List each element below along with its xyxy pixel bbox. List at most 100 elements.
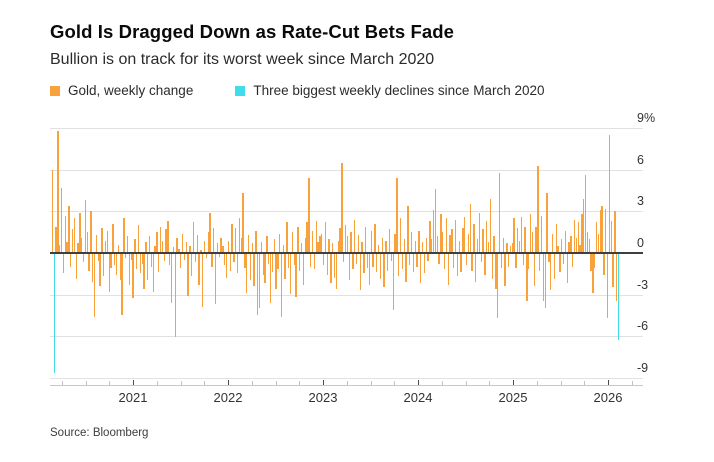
- gold-weekly-bar: [310, 253, 312, 267]
- gold-weekly-bar: [218, 253, 220, 257]
- gold-weekly-bar: [258, 253, 261, 309]
- gold-weekly-bar: [249, 253, 252, 281]
- gold-weekly-bar: [564, 230, 567, 254]
- gold-weekly-bar: [202, 253, 204, 307]
- legend: Gold, weekly change Three biggest weekly…: [50, 83, 544, 98]
- gold-weekly-bar: [498, 172, 501, 254]
- declines-series-swatch-icon: [235, 85, 246, 96]
- gold-weekly-bar: [70, 253, 72, 267]
- gold-weekly-bar: [476, 239, 479, 254]
- x-axis-minor-tick: [489, 381, 491, 385]
- x-axis-year-label: 2023: [308, 390, 338, 405]
- decline-highlight-bar: [174, 253, 176, 338]
- gold-weekly-bar: [551, 233, 554, 254]
- gold-weekly-bar: [555, 223, 557, 254]
- y-axis-label: -9: [637, 361, 649, 375]
- gold-weekly-bar: [388, 229, 391, 254]
- gold-weekly-bar: [313, 253, 316, 270]
- gridline: [50, 169, 643, 171]
- gold-weekly-bar: [335, 253, 338, 289]
- gold-weekly-bar: [562, 253, 565, 264]
- gold-weekly-bar: [152, 253, 154, 292]
- gold-weekly-bar: [293, 253, 295, 266]
- gold-weekly-bar: [125, 253, 127, 259]
- gold-weekly-bar: [500, 253, 502, 268]
- gold-weekly-bar: [616, 253, 618, 302]
- gold-weekly-bar: [205, 253, 208, 259]
- x-axis-minor-tick: [204, 381, 206, 385]
- gold-weekly-bar: [60, 187, 63, 254]
- gold-weekly-bar: [289, 253, 292, 295]
- gold-weekly-bar: [550, 253, 552, 291]
- gold-weekly-bar: [352, 253, 354, 270]
- gold-weekly-bar: [156, 232, 158, 254]
- x-axis-year-label: 2021: [118, 390, 148, 405]
- gold-weekly-bar: [236, 253, 239, 274]
- gold-weekly-bar: [354, 219, 356, 254]
- gold-weekly-bar: [495, 253, 497, 289]
- gold-weekly-bar: [513, 218, 515, 254]
- gold-weekly-bar: [471, 253, 473, 271]
- gold-weekly-bar: [145, 241, 147, 254]
- gold-weekly-bar: [198, 253, 200, 285]
- gold-weekly-bar: [319, 236, 321, 254]
- x-axis-line: [50, 384, 643, 386]
- zero-baseline: [50, 252, 643, 254]
- x-axis-minor-tick: [251, 381, 253, 385]
- gold-weekly-bar: [603, 253, 605, 275]
- gold-weekly-bar: [438, 253, 440, 264]
- gold-weekly-bar: [75, 253, 77, 279]
- gold-weekly-bar: [231, 223, 233, 254]
- gold-weekly-bar: [139, 253, 142, 274]
- gold-weekly-bar: [126, 236, 129, 254]
- gold-weekly-bar: [260, 241, 262, 254]
- gold-weekly-bar: [90, 211, 92, 254]
- gold-weekly-bar: [518, 240, 521, 254]
- gold-weekly-bar: [407, 205, 409, 254]
- gold-weekly-bar: [427, 253, 429, 261]
- gold-weekly-bar: [308, 178, 310, 254]
- gold-weekly-bar: [282, 244, 284, 254]
- gold-weekly-bar: [451, 229, 453, 254]
- gold-weekly-bar: [255, 230, 257, 254]
- gold-weekly-bar: [167, 221, 169, 254]
- gold-weekly-bar: [194, 253, 197, 263]
- gold-weekly-bar: [469, 204, 471, 254]
- gold-weekly-bar: [517, 228, 519, 254]
- gold-weekly-bar: [374, 223, 376, 254]
- gold-weekly-bar: [359, 253, 361, 291]
- gold-weekly-bar: [434, 189, 437, 254]
- gold-weekly-bar: [97, 253, 99, 261]
- x-axis-year-label: 2025: [498, 390, 528, 405]
- gold-weekly-bar: [269, 253, 272, 303]
- gold-weekly-bar: [507, 253, 510, 267]
- gold-weekly-bar: [612, 253, 614, 288]
- legend-label-declines: Three biggest weekly declines since Marc…: [253, 83, 545, 98]
- decline-highlight-bar: [53, 253, 55, 374]
- gold-weekly-bar: [161, 240, 164, 254]
- x-axis-minor-tick: [156, 381, 158, 385]
- gold-weekly-bar: [315, 221, 317, 254]
- gold-weekly-bar: [264, 253, 266, 284]
- x-axis-minor-tick: [560, 381, 562, 385]
- gold-weekly-bar: [238, 218, 241, 254]
- gold-weekly-bar: [465, 253, 468, 266]
- gold-weekly-bar: [531, 232, 534, 254]
- gold-weekly-bar: [588, 239, 590, 254]
- gold-weekly-bar: [361, 241, 363, 254]
- gold-weekly-bar: [154, 246, 156, 254]
- gold-weekly-bar: [520, 216, 523, 254]
- gold-weekly-bar: [346, 236, 349, 254]
- gold-weekly-bar: [317, 241, 319, 254]
- gold-weekly-bar: [509, 246, 512, 254]
- gold-weekly-bar: [225, 253, 228, 278]
- x-axis-minor-tick: [85, 381, 87, 385]
- gold-weekly-bar: [99, 253, 101, 286]
- gold-weekly-bar: [112, 223, 114, 254]
- gold-weekly-bar: [147, 253, 149, 281]
- gold-weekly-bar: [165, 229, 167, 254]
- gold-weekly-bar: [376, 253, 378, 273]
- x-axis-major-tick: [228, 379, 229, 385]
- gold-weekly-bar: [462, 228, 464, 254]
- y-axis-label: -6: [637, 319, 649, 334]
